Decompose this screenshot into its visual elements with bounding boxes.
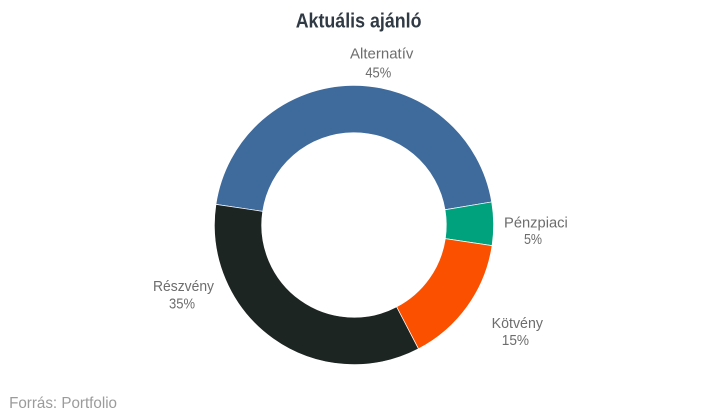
svg-text:Pénzpiaci: Pénzpiaci	[504, 214, 568, 231]
svg-text:35%: 35%	[169, 296, 195, 313]
svg-text:Alternatív: Alternatív	[350, 46, 414, 63]
svg-text:45%: 45%	[365, 65, 391, 82]
svg-text:15%: 15%	[502, 332, 529, 349]
svg-text:5%: 5%	[524, 231, 542, 248]
svg-text:Kötvény: Kötvény	[492, 315, 544, 332]
svg-text:Aktuális ajánló: Aktuális ajánló	[296, 11, 422, 33]
svg-text:Forrás: Portfolio: Forrás: Portfolio	[9, 395, 117, 412]
svg-text:Részvény: Részvény	[153, 278, 214, 295]
